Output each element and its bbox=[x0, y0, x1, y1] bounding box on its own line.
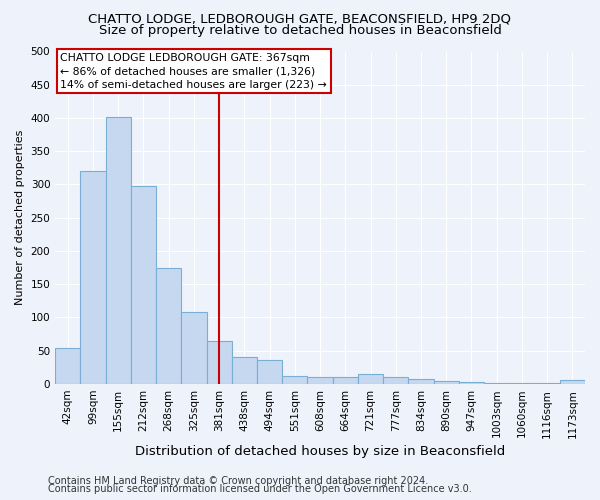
Bar bbox=[332, 376, 358, 384]
Y-axis label: Number of detached properties: Number of detached properties bbox=[15, 130, 25, 306]
Bar bbox=[307, 376, 332, 384]
Bar bbox=[383, 378, 409, 384]
Bar bbox=[358, 374, 383, 384]
Bar bbox=[434, 380, 459, 384]
Text: CHATTO LODGE LEDBOROUGH GATE: 367sqm
← 86% of detached houses are smaller (1,326: CHATTO LODGE LEDBOROUGH GATE: 367sqm ← 8… bbox=[61, 53, 327, 90]
X-axis label: Distribution of detached houses by size in Beaconsfield: Distribution of detached houses by size … bbox=[135, 444, 505, 458]
Text: CHATTO LODGE, LEDBOROUGH GATE, BEACONSFIELD, HP9 2DQ: CHATTO LODGE, LEDBOROUGH GATE, BEACONSFI… bbox=[89, 12, 511, 26]
Bar bbox=[484, 382, 509, 384]
Bar bbox=[409, 378, 434, 384]
Bar bbox=[232, 358, 257, 384]
Bar bbox=[106, 118, 131, 384]
Text: Size of property relative to detached houses in Beaconsfield: Size of property relative to detached ho… bbox=[98, 24, 502, 37]
Bar bbox=[181, 312, 206, 384]
Bar bbox=[156, 268, 181, 384]
Bar bbox=[282, 376, 307, 384]
Bar bbox=[560, 380, 585, 384]
Bar bbox=[206, 342, 232, 384]
Bar bbox=[459, 382, 484, 384]
Text: Contains HM Land Registry data © Crown copyright and database right 2024.: Contains HM Land Registry data © Crown c… bbox=[48, 476, 428, 486]
Bar bbox=[131, 186, 156, 384]
Bar bbox=[257, 360, 282, 384]
Bar bbox=[55, 348, 80, 384]
Text: Contains public sector information licensed under the Open Government Licence v3: Contains public sector information licen… bbox=[48, 484, 472, 494]
Bar bbox=[80, 170, 106, 384]
